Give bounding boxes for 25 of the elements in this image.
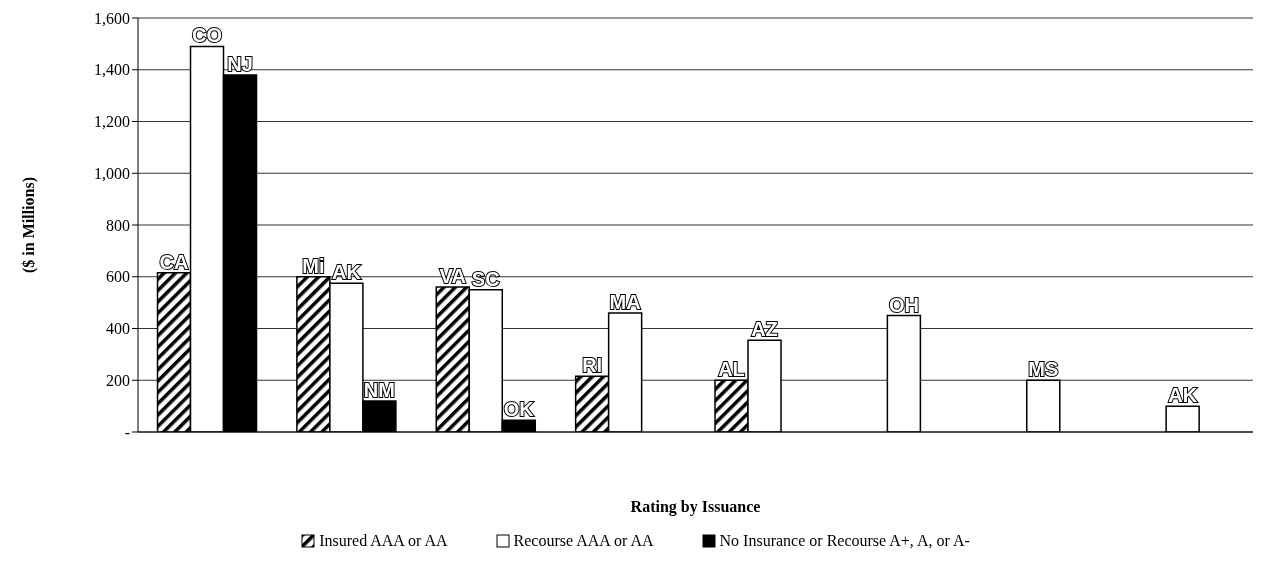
y-tick-label: - xyxy=(124,423,130,441)
data-label: MS xyxy=(1028,358,1059,381)
y-tick-label: 800 xyxy=(106,216,130,234)
y-tick-label: 400 xyxy=(106,320,130,338)
y-axis-title: ($ in Millions) xyxy=(19,176,38,274)
x-axis-title: Rating by Issuance xyxy=(630,498,761,516)
y-tick-label: 1,000 xyxy=(94,164,130,182)
data-label: MA xyxy=(609,290,641,313)
data-label: Mi xyxy=(302,254,325,277)
y-tick-label: 1,600 xyxy=(94,9,130,27)
y-tick-label: 200 xyxy=(106,371,130,389)
data-label: CO xyxy=(192,24,223,47)
data-label: CA xyxy=(159,250,189,273)
legend-label: Insured AAA or AA xyxy=(318,532,448,550)
legend-label: No Insurance or Recourse A+, A, or A- xyxy=(718,532,970,550)
y-tick-label: 1,400 xyxy=(94,61,130,79)
data-label: AK xyxy=(1168,384,1198,407)
data-label: RI xyxy=(582,354,603,377)
legend-label: Recourse AAA or AA xyxy=(512,532,654,550)
data-label: AL xyxy=(718,358,745,381)
y-tick-label: 600 xyxy=(106,268,130,286)
data-label: OH xyxy=(888,293,919,316)
y-tick-label: 1,200 xyxy=(94,113,130,131)
data-label: NM xyxy=(363,378,395,401)
data-label: OK xyxy=(503,398,535,421)
